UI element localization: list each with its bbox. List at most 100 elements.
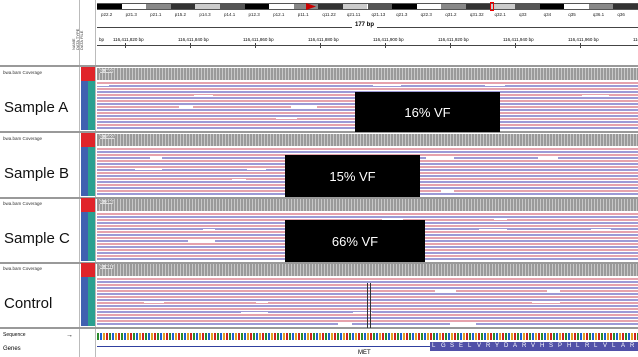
- read-gap: [241, 312, 268, 314]
- amino-acid: S: [450, 343, 454, 349]
- attribute-blue: [81, 212, 88, 261]
- cytoband: [171, 4, 196, 9]
- attribute-green: [88, 277, 95, 326]
- vf-label: 66% VF: [332, 235, 378, 248]
- read-gap: [135, 168, 162, 170]
- cytoband-label: p11.1: [298, 13, 309, 18]
- amino-acid: S: [549, 343, 553, 349]
- read-gap: [494, 218, 507, 220]
- amino-acid: A: [513, 343, 517, 349]
- cytoband: [589, 4, 614, 9]
- sequence-arrow: →: [66, 332, 73, 339]
- read-gap: [188, 240, 215, 242]
- cytoband-label: q31.32: [470, 13, 484, 18]
- read-gap: [291, 106, 317, 108]
- sample-name: Sample C: [4, 231, 70, 246]
- amino-acid: A: [621, 343, 625, 349]
- read-gap: [338, 323, 352, 325]
- ruler-tick: [385, 43, 386, 48]
- read-gap: [538, 157, 558, 159]
- amino-acid: R: [585, 343, 589, 349]
- cytoband: [564, 4, 589, 9]
- ruler-tick: [450, 43, 451, 48]
- read-gap: [179, 106, 193, 108]
- cytoband: [269, 4, 294, 9]
- cytoband-label: q35: [568, 13, 576, 18]
- cytoband: [195, 4, 220, 9]
- read-gap: [426, 157, 454, 159]
- read-gap: [247, 168, 266, 170]
- amino-acid: V: [531, 343, 535, 349]
- ruler-label: 116,411,880 bp: [308, 38, 339, 43]
- amino-acid: H: [567, 343, 571, 349]
- amino-acid: P: [558, 343, 562, 349]
- coverage-range: [0 - 631]: [99, 265, 114, 269]
- coverage-name: bwa.bam Coverage: [3, 137, 42, 142]
- cytoband: [466, 4, 491, 9]
- attribute-blue: [81, 147, 88, 196]
- cytoband: [368, 4, 393, 9]
- ruler-label: 116,411,960 bp: [568, 38, 599, 43]
- cytoband-label: p21.3: [126, 13, 137, 18]
- amino-acid: D: [504, 343, 508, 349]
- igv-window: NAMEDATA TYPEDATA FILEp22.2p21.3p21.1p15…: [0, 0, 638, 357]
- read-gap: [479, 229, 507, 231]
- locus-marker: [490, 2, 494, 11]
- coverage-range: [0 - 336]: [99, 200, 114, 204]
- cytoband-label: q36.1: [593, 13, 604, 18]
- cytoband-label: q36: [617, 13, 625, 18]
- sequence-track: [97, 333, 638, 340]
- ruler-label: 116,: [633, 38, 638, 43]
- attribute-red: [81, 198, 95, 212]
- ruler-label: 116,411,840 bp: [178, 38, 209, 43]
- amino-acid: G: [441, 343, 446, 349]
- vf-box: 16% VF: [355, 92, 500, 132]
- cytoband-label: q31.2: [445, 13, 456, 18]
- read-gap: [582, 95, 609, 97]
- cytoband-label: q11.22: [322, 13, 335, 18]
- amino-acid: L: [468, 343, 471, 349]
- amino-acid: R: [522, 343, 526, 349]
- read-gap: [256, 301, 268, 303]
- cytoband: [515, 4, 540, 9]
- ruler-start: bp: [99, 38, 104, 43]
- cytoband-label: q21.11: [347, 13, 360, 18]
- attribute-red: [81, 67, 95, 81]
- read-gap: [232, 179, 246, 181]
- cytoband-label: q22.3: [421, 13, 432, 18]
- amino-acid: L: [594, 343, 597, 349]
- genes-label: Genes: [3, 346, 21, 352]
- read-gap: [194, 95, 213, 97]
- amino-acid: V: [477, 343, 481, 349]
- vf-box: 66% VF: [285, 220, 425, 262]
- ruler-tick: [125, 43, 126, 48]
- attribute-header: DATA FILE: [80, 31, 84, 50]
- coverage-track: [97, 264, 638, 276]
- ruler-tick: [515, 43, 516, 48]
- ruler-tick: [190, 43, 191, 48]
- cytoband: [122, 4, 147, 9]
- ruler-tick: [255, 43, 256, 48]
- sample-name: Sample B: [4, 166, 69, 181]
- ruler-label: 116,411,860 bp: [243, 38, 274, 43]
- cytoband: [245, 4, 270, 9]
- track-divider: [0, 327, 638, 329]
- read-gap: [97, 84, 109, 86]
- cytoband-label: p22.2: [101, 13, 112, 18]
- read-gap: [485, 84, 505, 86]
- amino-acid: V: [603, 343, 607, 349]
- header-divider: [0, 65, 638, 67]
- cytoband: [392, 4, 417, 9]
- amino-acid: R: [630, 343, 634, 349]
- cytoband-label: p15.2: [175, 13, 186, 18]
- read-gap: [591, 229, 611, 231]
- read-gap: [441, 190, 454, 192]
- cytoband-label: p12.3: [249, 13, 260, 18]
- amino-acid: R: [486, 343, 490, 349]
- amino-acid: E: [459, 343, 463, 349]
- cytoband: [490, 4, 515, 9]
- cytoband: [417, 4, 442, 9]
- read-gap: [435, 290, 456, 292]
- ruler-tick: [320, 43, 321, 48]
- cytoband: [146, 4, 171, 9]
